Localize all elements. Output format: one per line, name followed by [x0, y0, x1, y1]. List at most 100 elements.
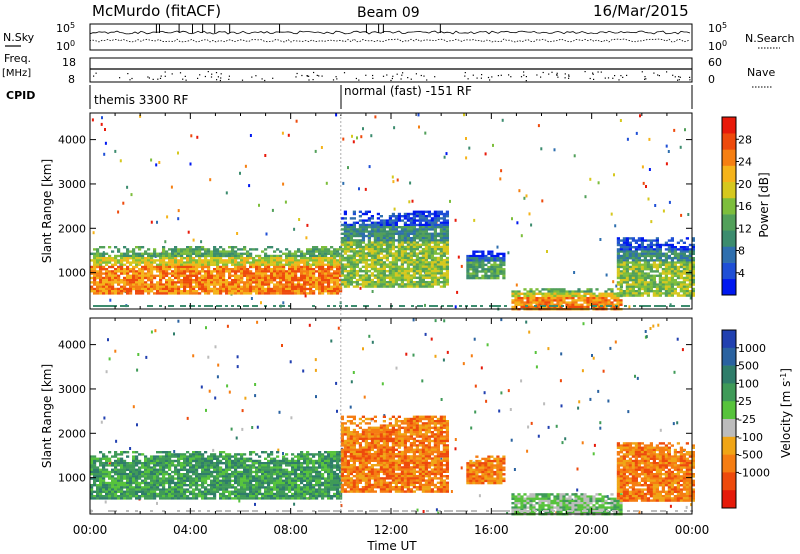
scatter-cell [667, 246, 671, 249]
scatter-cell [373, 274, 377, 277]
scatter-cell [249, 261, 253, 264]
scatter-cell [279, 259, 283, 262]
scatter-cell [270, 287, 274, 291]
scatter-cell [234, 292, 238, 295]
scatter-cell [388, 243, 392, 246]
scatter-cell [655, 287, 659, 291]
scatter-cell [147, 263, 151, 266]
scatter-cell [186, 250, 190, 253]
scatter-cell [616, 292, 620, 295]
scatter-cell [213, 254, 217, 258]
scatter-cell [514, 292, 518, 295]
scatter-cell [102, 261, 106, 264]
scatter-cell [90, 459, 94, 463]
scatter-cell [279, 250, 283, 253]
scatter-cell [243, 285, 247, 288]
scatter-cell [634, 259, 638, 262]
scatter-speckle [470, 354, 473, 358]
scatter-cell [264, 290, 268, 293]
scatter-cell [622, 279, 626, 282]
scatter-cell [90, 464, 94, 467]
scatter-cell [291, 276, 295, 280]
scatter-speckle [282, 301, 285, 305]
scatter-cell [150, 484, 154, 487]
scatter-cell [159, 459, 163, 463]
scatter-cell [168, 457, 172, 460]
scatter-cell [159, 270, 163, 273]
scatter-cell [355, 254, 359, 257]
scatter-cell [442, 221, 446, 224]
scatter-cell [318, 265, 322, 269]
scatter-cell [679, 246, 683, 249]
scatter-cell [171, 453, 175, 456]
scatter-cell [183, 287, 187, 291]
scatter-cell [105, 279, 109, 282]
power-colorbar-segment [722, 165, 736, 183]
scatter-cell [415, 263, 419, 266]
nave-dot [645, 78, 647, 80]
nave-dot [548, 73, 550, 75]
scatter-speckle [690, 503, 693, 507]
scatter-cell [418, 219, 422, 222]
scatter-cell [177, 477, 181, 480]
scatter-cell [379, 263, 383, 266]
scatter-cell [162, 466, 166, 469]
scatter-cell [225, 290, 229, 293]
scatter-cell [129, 488, 133, 491]
scatter-cell [303, 270, 307, 273]
scatter-cell [439, 250, 443, 253]
scatter-cell [379, 267, 383, 271]
scatter-cell [321, 279, 325, 282]
scatter-cell [210, 252, 214, 255]
scatter-cell [433, 252, 437, 255]
scatter-cell [388, 230, 392, 233]
scatter-cell [346, 230, 350, 233]
scatter-cell [616, 274, 620, 277]
scatter-cell [400, 228, 404, 231]
scatter-cell [222, 259, 226, 262]
scatter-cell [105, 261, 109, 264]
scatter-speckle [673, 128, 676, 132]
ground-scatter-cell [609, 305, 612, 307]
scatter-cell [303, 263, 307, 266]
scatter-cell [427, 232, 431, 235]
scatter-cell [168, 497, 172, 500]
scatter-cell [394, 267, 398, 271]
scatter-cell [300, 268, 304, 271]
power-colorbar-tick-label: 20 [738, 178, 752, 191]
scatter-cell [622, 272, 626, 275]
nave-dot [220, 73, 222, 75]
scatter-cell [430, 261, 434, 264]
scatter-cell [670, 274, 674, 277]
scatter-cell [637, 279, 641, 282]
ground-scatter-cell [243, 305, 246, 307]
scatter-cell [147, 272, 151, 275]
scatter-cell [129, 263, 133, 266]
scatter-cell [330, 250, 334, 253]
scatter-cell [219, 287, 223, 291]
scatter-cell [358, 252, 362, 255]
scatter-cell [249, 290, 253, 293]
scatter-cell [373, 276, 377, 279]
scatter-speckle [359, 286, 362, 290]
scatter-cell [315, 265, 319, 269]
scatter-cell [340, 232, 344, 235]
scatter-speckle [241, 409, 244, 413]
scatter-cell [427, 212, 431, 216]
scatter-cell [294, 279, 298, 282]
scatter-cell [364, 245, 368, 249]
nave-dot [564, 77, 566, 79]
scatter-cell [147, 475, 151, 478]
scatter-speckle [499, 177, 502, 181]
scatter-cell [367, 230, 371, 233]
scatter-cell [99, 457, 103, 460]
power-ylabel: Slant Range [km] [40, 159, 54, 263]
scatter-cell [652, 265, 656, 269]
scatter-cell [192, 259, 196, 262]
scatter-cell [358, 274, 362, 277]
nave-dot [620, 75, 622, 77]
scatter-cell [622, 252, 626, 255]
scatter-cell [376, 239, 380, 242]
scatter-cell [379, 245, 383, 249]
scatter-speckle [336, 409, 338, 413]
